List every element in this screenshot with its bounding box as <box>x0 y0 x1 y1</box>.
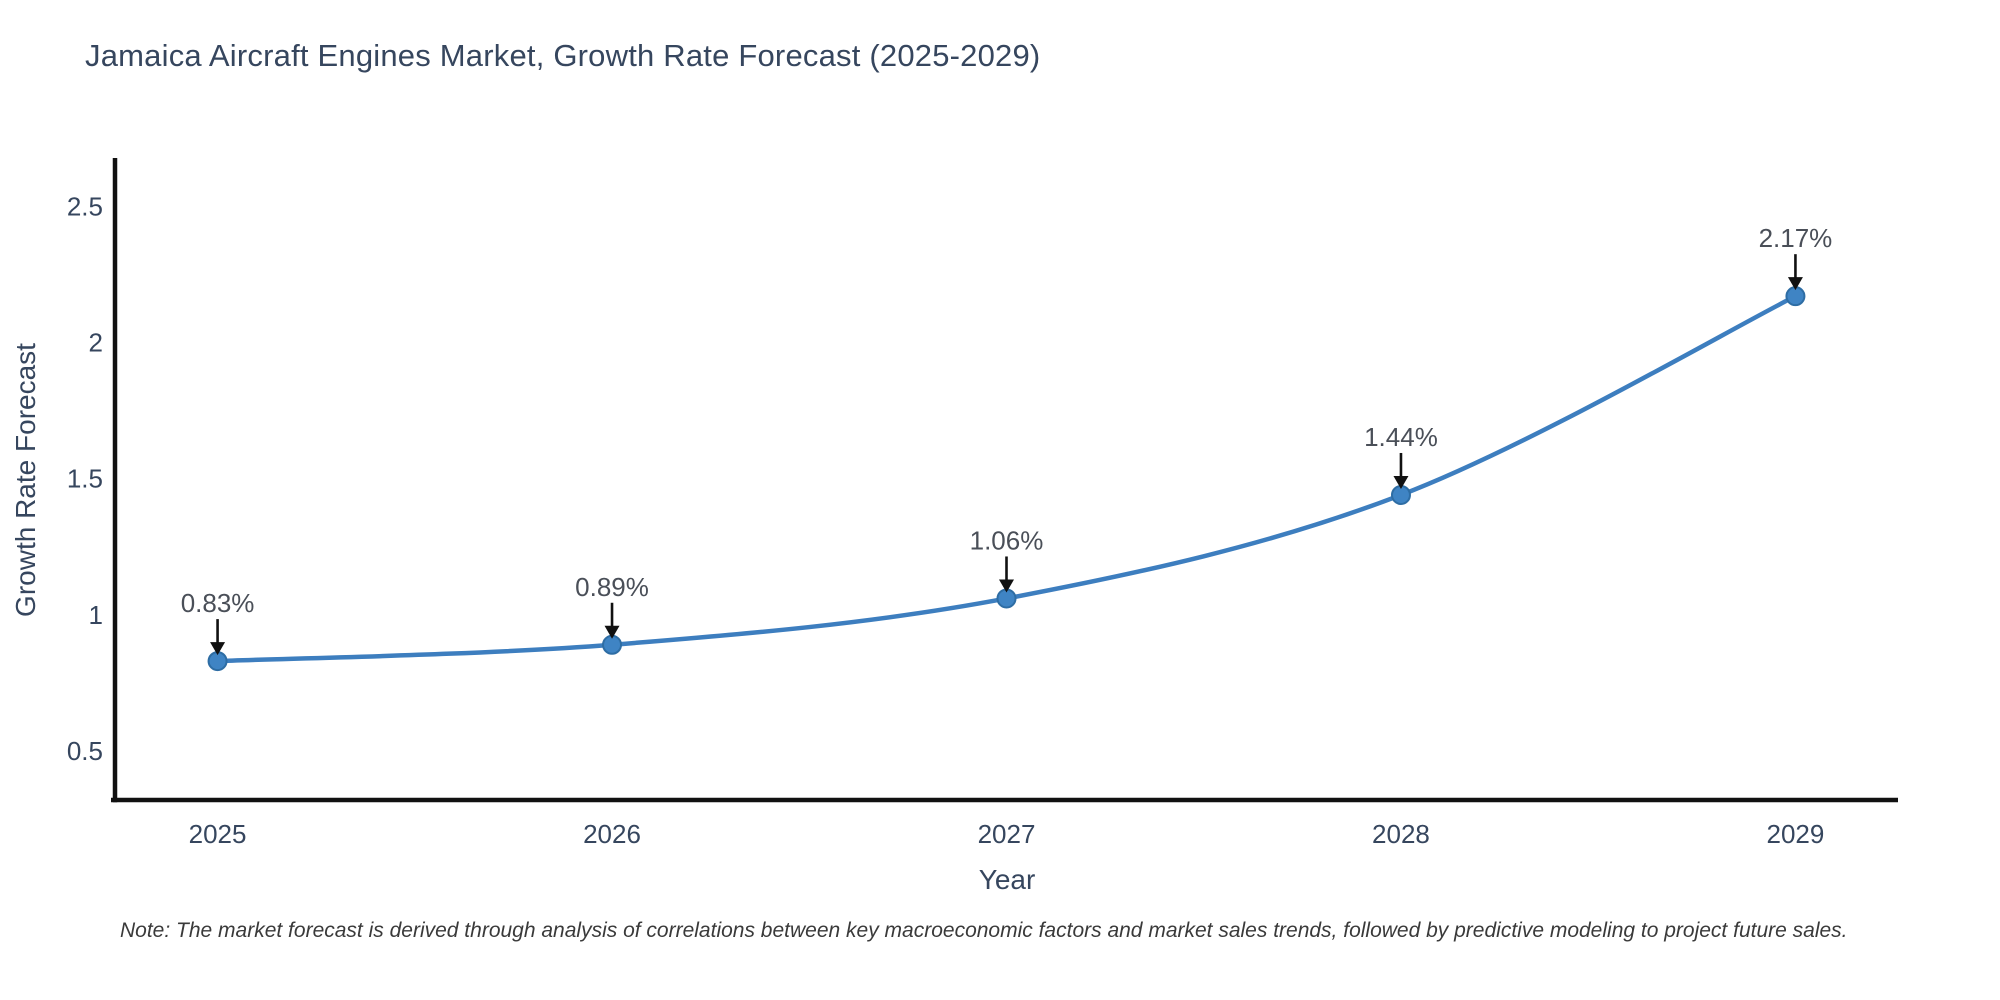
x-tick-label: 2025 <box>189 819 247 849</box>
point-annotation-label: 2.17% <box>1759 223 1833 253</box>
y-tick-label: 1 <box>89 600 103 630</box>
chart-footnote: Note: The market forecast is derived thr… <box>120 919 1848 942</box>
y-tick-label: 0.5 <box>67 736 103 766</box>
x-tick-label: 2027 <box>978 819 1036 849</box>
annotation-arrowhead <box>999 579 1014 593</box>
annotation-arrowhead <box>1393 475 1409 489</box>
x-tick-label: 2029 <box>1767 819 1825 849</box>
point-annotation-label: 0.89% <box>575 572 649 602</box>
point-annotation-label: 1.44% <box>1364 422 1438 452</box>
y-tick-label: 1.5 <box>67 464 103 494</box>
annotation-arrowhead <box>1787 277 1803 291</box>
point-annotation-label: 1.06% <box>970 525 1044 555</box>
annotation-arrowhead <box>604 625 620 639</box>
annotation-arrowhead <box>210 642 226 656</box>
x-tick-label: 2026 <box>583 819 641 849</box>
y-tick-label: 2 <box>89 327 103 357</box>
chart-title: Jamaica Aircraft Engines Market, Growth … <box>85 38 1041 73</box>
y-tick-label: 2.5 <box>67 191 103 221</box>
x-axis-title: Year <box>978 864 1036 895</box>
point-annotation-label: 0.83% <box>181 588 255 618</box>
x-tick-label: 2028 <box>1372 819 1430 849</box>
